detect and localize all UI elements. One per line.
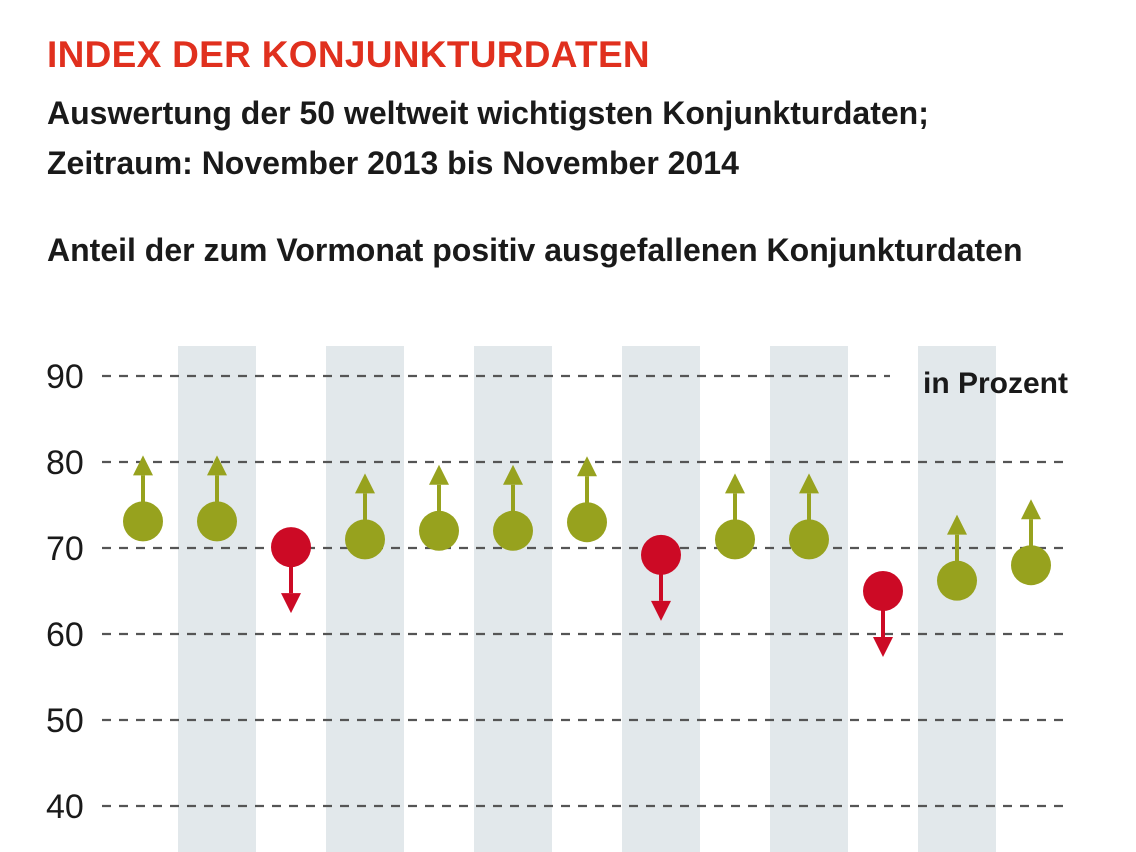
up-arrow-icon — [133, 455, 153, 476]
up-arrow-icon — [207, 455, 227, 476]
data-point-marker — [863, 571, 903, 611]
y-tick-label: 60 — [46, 616, 84, 654]
data-point-marker — [345, 519, 385, 560]
up-arrow-icon — [725, 473, 745, 494]
data-point-up — [715, 473, 755, 560]
data-point-down — [641, 534, 681, 621]
data-point-marker — [1011, 545, 1051, 586]
y-tick-label: 50 — [46, 702, 84, 740]
down-arrow-icon — [281, 593, 301, 614]
y-tick-label: 80 — [46, 444, 84, 482]
data-point-marker — [789, 519, 829, 560]
data-point-up — [937, 514, 977, 601]
data-point-marker — [937, 560, 977, 601]
y-tick-label: 90 — [46, 358, 84, 396]
data-point-up — [789, 473, 829, 560]
up-arrow-icon — [503, 464, 523, 485]
data-point-up — [123, 455, 163, 542]
background-band — [474, 346, 552, 852]
y-tick-label: 40 — [46, 788, 84, 826]
up-arrow-icon — [355, 473, 375, 494]
data-point-up — [493, 464, 533, 551]
down-arrow-icon — [873, 637, 893, 657]
data-point-up — [419, 464, 459, 551]
up-arrow-icon — [577, 456, 597, 477]
gridlines: 90 80 70 60 50 40 — [46, 358, 1070, 826]
data-point-down — [271, 527, 311, 614]
data-point-up — [345, 473, 385, 560]
data-point-marker — [715, 519, 755, 560]
up-arrow-icon — [947, 514, 967, 535]
subtitle-line-1: Auswertung der 50 weltweit wichtigsten K… — [47, 95, 929, 131]
unit-label: in Prozent — [923, 367, 1068, 400]
background-band — [770, 346, 848, 852]
data-point-marker — [197, 501, 237, 542]
subtitle-line-2: Zeitraum: November 2013 bis November 201… — [47, 145, 739, 181]
chart-subtitle: Auswertung der 50 weltweit wichtigsten K… — [47, 88, 929, 188]
up-arrow-icon — [429, 464, 449, 485]
background-band — [326, 346, 404, 852]
data-point-marker — [567, 502, 607, 543]
data-point-marker — [123, 501, 163, 542]
data-point-up — [567, 456, 607, 543]
data-point-marker — [493, 510, 533, 551]
down-arrow-icon — [651, 600, 671, 621]
data-point-marker — [419, 510, 459, 551]
background-band — [178, 346, 256, 852]
up-arrow-icon — [799, 473, 819, 494]
data-point-up — [1011, 499, 1051, 586]
chart-title: INDEX DER KONJUNKTURDATEN — [47, 34, 650, 75]
data-point-marker — [641, 534, 681, 575]
background-bands — [178, 346, 996, 852]
data-point-up — [197, 455, 237, 542]
up-arrow-icon — [1021, 499, 1041, 520]
data-point-down — [863, 571, 903, 657]
y-tick-label: 70 — [46, 530, 84, 568]
chart-heading: Anteil der zum Vormonat positiv ausgefal… — [47, 232, 1023, 268]
data-point-marker — [271, 527, 311, 568]
